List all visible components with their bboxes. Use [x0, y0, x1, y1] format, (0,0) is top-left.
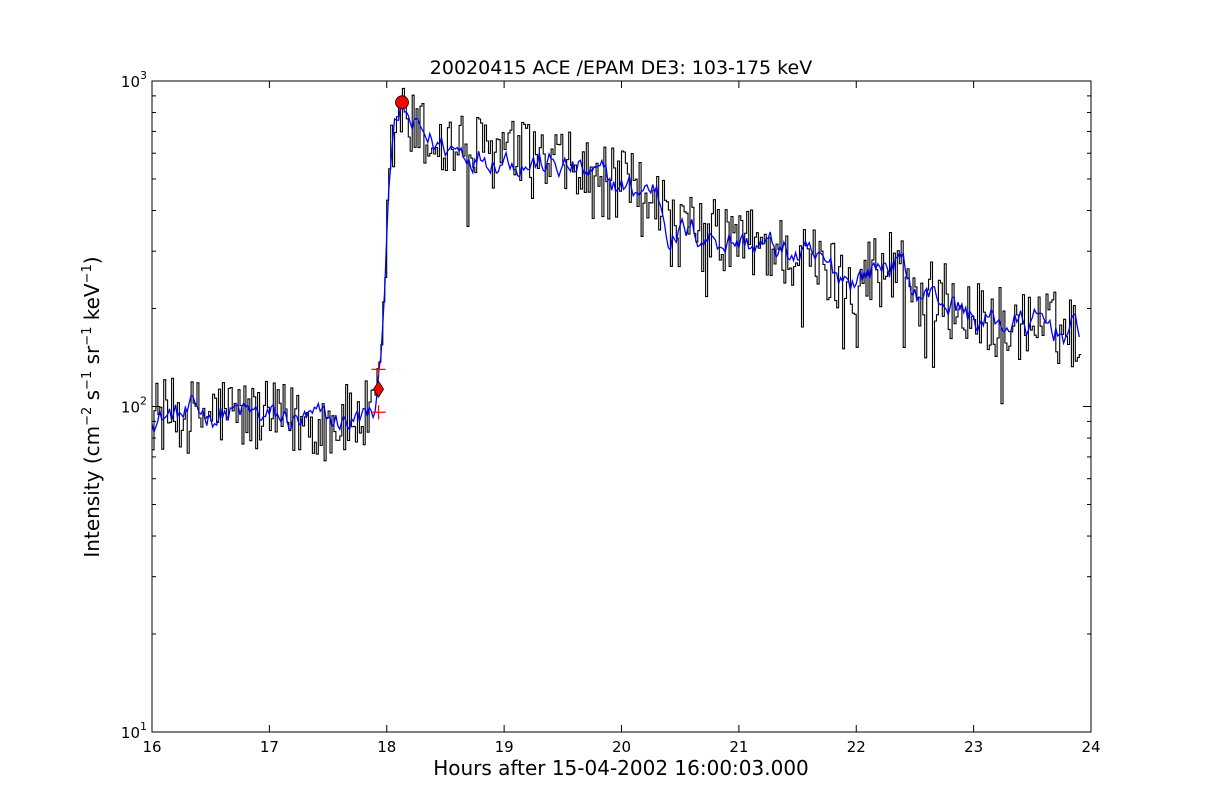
x-tick-label: 19	[495, 738, 514, 756]
x-tick-label: 23	[964, 738, 983, 756]
onset-lower-bound-marker	[371, 405, 386, 420]
y-tick-label: 102	[121, 395, 147, 417]
peak-marker	[395, 95, 409, 110]
marker-layer	[371, 95, 409, 420]
y-axis: 101 102 103	[121, 69, 1091, 742]
raw-intensity-line	[152, 87, 1082, 462]
x-tick-label: 21	[729, 738, 748, 756]
x-tick-label: 22	[847, 738, 866, 756]
y-tick-label: 101	[121, 720, 147, 742]
y-tick-label: 103	[121, 69, 147, 91]
chart-title: 20020415 ACE /EPAM DE3: 103-175 keV	[430, 57, 812, 79]
x-tick-label: 16	[142, 738, 161, 756]
x-tick-label: 17	[260, 738, 279, 756]
x-axis-label: Hours after 15-04-2002 16:00:03.000	[433, 756, 809, 780]
x-tick-label: 20	[612, 738, 631, 756]
onset-upper-bound-marker	[371, 362, 386, 377]
smoothed-intensity-line	[151, 97, 1080, 435]
x-tick-label: 24	[1081, 738, 1100, 756]
y-axis-label: Intensity (cm−2 s−1 sr−1 keV−1)	[80, 256, 104, 557]
series-layer	[151, 87, 1082, 462]
onset-marker	[373, 380, 385, 398]
x-tick-label: 18	[377, 738, 396, 756]
x-axis: 16 17 18 19 20 21 22 23 24	[142, 81, 1101, 756]
